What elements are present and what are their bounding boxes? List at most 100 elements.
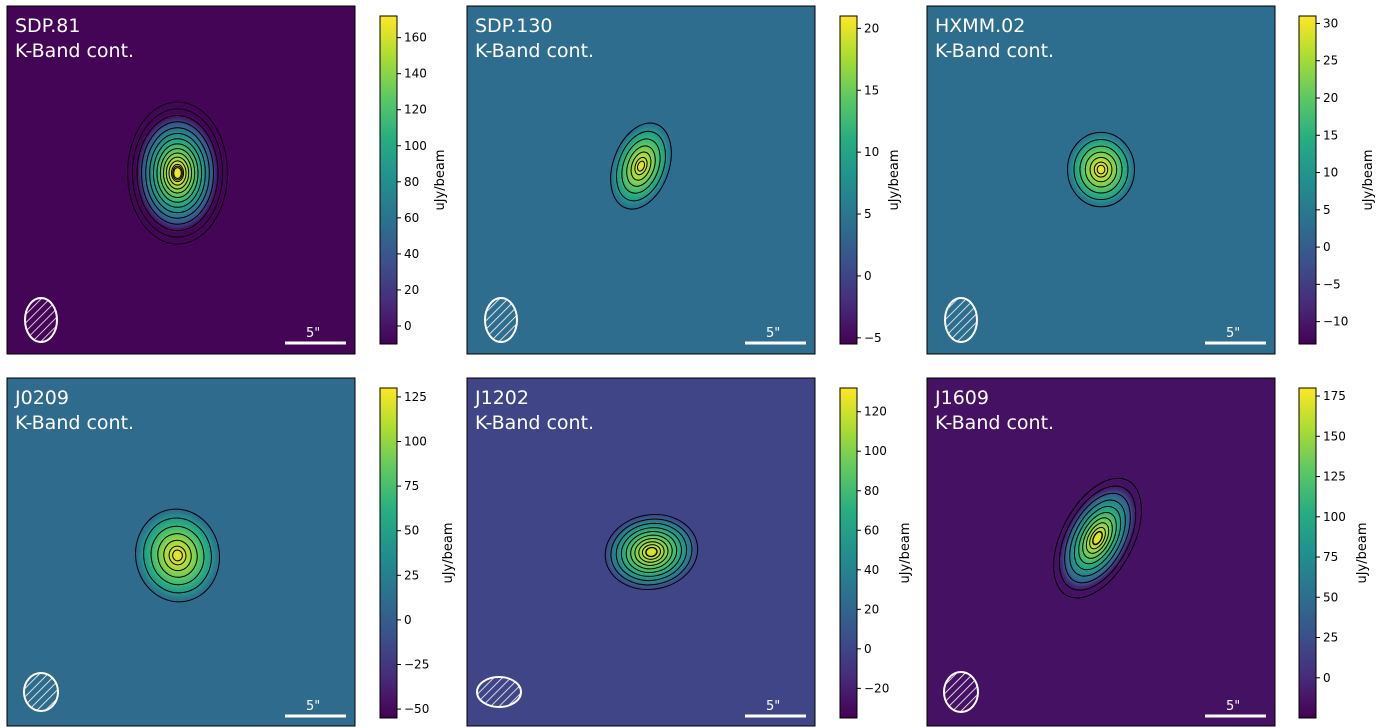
- panel-title: SDP.81: [15, 15, 80, 37]
- map-frame: [926, 5, 1276, 355]
- scale-bar-label: 5": [766, 326, 780, 341]
- contour-line: [1089, 156, 1113, 183]
- contour-line: [165, 156, 190, 190]
- contour-line: [145, 127, 210, 219]
- colorbar-label: uJy/beam: [898, 522, 913, 583]
- panel-subtitle: K-Band cont.: [15, 40, 134, 62]
- colorbar-tick-label: 15: [864, 83, 879, 97]
- contour-line: [634, 538, 669, 566]
- panel-title: J1202: [474, 387, 529, 409]
- colorbar-tick-label: −50: [404, 702, 429, 716]
- panel-subtitle: K-Band cont.: [935, 40, 1054, 62]
- colorbar-tick-label: 10: [864, 145, 879, 159]
- colorbar-tick-label: −20: [864, 681, 889, 695]
- contour-line: [626, 145, 656, 187]
- contour-line: [1069, 499, 1126, 577]
- contour-line: [168, 160, 187, 186]
- contour-line: [1089, 526, 1106, 550]
- colorbar-label: uJy/beam: [1361, 149, 1376, 210]
- contour-line: [625, 531, 678, 573]
- scale-bar-label: 5": [1226, 699, 1240, 714]
- contour-line: [127, 101, 228, 245]
- map-frame: [466, 5, 816, 355]
- colorbar-tick-label: 175: [1323, 389, 1346, 403]
- colorbar-gradient: [379, 387, 398, 719]
- colorbar-tick-label: 125: [1323, 470, 1346, 484]
- map-frame: [926, 377, 1276, 727]
- colorbar-tick-label: 0: [404, 319, 412, 333]
- colorbar-tick-label: 20: [404, 283, 419, 297]
- peak-contour: [172, 165, 183, 181]
- contour-line: [1085, 522, 1110, 554]
- contour-line: [1067, 131, 1135, 208]
- panel-hxmm02: HXMM.02 K-Band cont. 5": [926, 5, 1276, 355]
- source-emission: [1066, 131, 1136, 208]
- colorbar-tick-label: 125: [404, 390, 427, 404]
- peak-contour: [172, 549, 183, 562]
- panel-title: J0209: [14, 387, 69, 409]
- panel-subtitle: K-Band cont.: [935, 412, 1054, 434]
- colorbar-tick-label: −25: [404, 657, 429, 671]
- panel-j1609: J1609 K-Band cont. 5": [926, 377, 1276, 727]
- colorbar-tick-label: 20: [864, 602, 879, 616]
- map-content: [1066, 131, 1136, 208]
- contour-line: [1082, 517, 1113, 559]
- panel-j1202: J1202 K-Band cont. 5": [466, 377, 816, 727]
- colorbar-tick-label: 75: [1323, 550, 1338, 564]
- colorbar-tick-label: 50: [1323, 590, 1338, 604]
- contour-line: [143, 517, 212, 594]
- colorbar-tick-label: 0: [864, 642, 872, 656]
- colorbar-hxmm02: −10 −5 0 5 10 15 20 25 30 uJy/beam: [1298, 15, 1376, 345]
- colorbar-j0209: −50 −25 0 25 50 75 100 125 uJy/beam: [379, 387, 456, 719]
- contour-line: [630, 151, 652, 181]
- colorbar-label: uJy/beam: [441, 522, 456, 583]
- contour-line: [620, 527, 682, 577]
- contour-line: [156, 143, 199, 203]
- colorbar-tick-label: 30: [1323, 16, 1338, 30]
- contour-line: [135, 508, 221, 603]
- contour-line: [634, 156, 648, 176]
- contour-line: [150, 525, 205, 586]
- beam-ellipse: [23, 672, 59, 712]
- contour-line: [1078, 511, 1117, 565]
- colorbar-tick-label: −5: [864, 331, 882, 345]
- colorbar-tick-label: −10: [1323, 315, 1348, 329]
- colorbar-tick-label: 0: [404, 613, 412, 627]
- colorbar-tick-label: 80: [404, 175, 419, 189]
- colorbar-tick-label: 100: [404, 435, 427, 449]
- colorbar-tick-label: 25: [404, 568, 419, 582]
- panel-subtitle: K-Band cont.: [15, 412, 134, 434]
- beam-ellipse: [476, 676, 522, 708]
- map-frame: [6, 5, 356, 355]
- panel-j0209: J0209 K-Band cont. 5": [6, 377, 356, 727]
- source-emission: [134, 507, 221, 604]
- colorbar-tick-label: −5: [1323, 277, 1341, 291]
- map-frame: [6, 377, 356, 727]
- colorbar-tick-label: 0: [1323, 671, 1331, 685]
- contour-line: [140, 121, 215, 225]
- colorbar-tick-label: 120: [864, 405, 887, 419]
- colorbar-tick-label: 0: [1323, 240, 1331, 254]
- contour-line: [1073, 506, 1122, 571]
- colorbar-gradient: [1298, 15, 1317, 345]
- map-content: [603, 513, 700, 591]
- colorbar-gradient: [839, 387, 858, 719]
- beam-ellipse: [944, 297, 978, 343]
- contour-line: [1058, 485, 1137, 591]
- map-content: [127, 101, 228, 245]
- source-emission: [134, 111, 221, 235]
- colorbar-gradient: [379, 15, 398, 345]
- contour-line: [162, 152, 193, 194]
- contour-line: [131, 108, 224, 238]
- colorbar-tick-label: 100: [864, 444, 887, 458]
- contour-line: [149, 132, 206, 214]
- colorbar-tick-label: 25: [1323, 54, 1338, 68]
- panel-title: HXMM.02: [935, 15, 1025, 37]
- map-content: [1053, 477, 1142, 599]
- colorbar-j1609: 0 25 50 75 100 125 150 175 uJy/beam: [1298, 387, 1370, 719]
- contour-line: [621, 138, 661, 194]
- panel-subtitle: K-Band cont.: [475, 40, 594, 62]
- panel-title: SDP.130: [475, 15, 553, 37]
- panel-title: J1609: [934, 387, 989, 409]
